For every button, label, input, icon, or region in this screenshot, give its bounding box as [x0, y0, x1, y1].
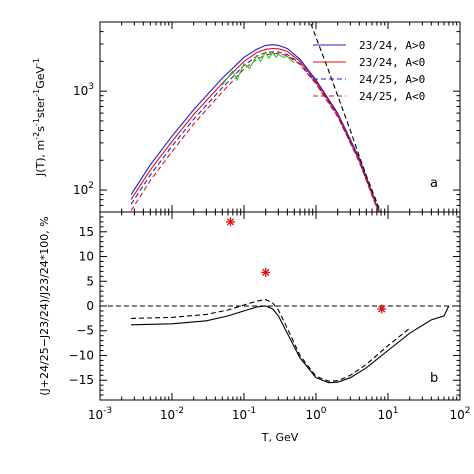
y-tick-label-exp: 3: [88, 82, 94, 92]
x-tick-label-base: 10: [449, 408, 464, 422]
x-tick-label-exp: 1: [393, 406, 399, 416]
x-tick-label: 10-3: [88, 406, 112, 422]
y-label-a-part: s: [34, 126, 47, 132]
panel-b-tag: b: [430, 371, 438, 386]
star-point-0: [226, 217, 235, 227]
y-tick-label-b: −5: [76, 324, 94, 338]
x-tick-label: 10-2: [160, 406, 184, 422]
x-tick-label-exp: -3: [103, 406, 112, 416]
y-label-a-exp: -1: [32, 89, 41, 97]
series-a-0: [130, 44, 381, 212]
y-axis-label-a: J(T), m-2s-1ster-1GeV-1: [32, 58, 47, 177]
x-tick-label: 10-1: [232, 406, 256, 422]
series-b-0: [131, 305, 450, 384]
y-tick-label-b: 5: [86, 274, 94, 288]
y-tick-label-b: 10: [79, 250, 94, 264]
x-tick-label-base: 10: [305, 408, 320, 422]
y-label-a-part: ster: [34, 96, 47, 118]
y-axis-label-b: (J+24/25−J23/24)/J23/24*100, %: [38, 216, 51, 396]
y-tick-label-b: −10: [69, 348, 94, 362]
series-a-4: [310, 23, 382, 212]
series-b-1: [131, 299, 411, 382]
y-tick-label-a: 103: [73, 82, 94, 98]
series-a-5: [221, 50, 295, 86]
legend-entry-1: 23/24, A<0: [359, 56, 425, 69]
y-tick-label-base: 10: [73, 183, 88, 197]
x-axis-label: T, GeV: [261, 431, 299, 444]
y-label-a-exp: -2: [32, 132, 41, 140]
legend-entry-3: 24/25, A<0: [359, 90, 425, 103]
y-tick-label-base: 10: [73, 84, 88, 98]
star-stroke: [262, 268, 270, 276]
x-tick-label-base: 10: [377, 408, 392, 422]
x-tick-label-base: 10: [232, 408, 247, 422]
x-tick-label-exp: -2: [175, 406, 184, 416]
star-point-2: [377, 304, 387, 314]
star-stroke: [378, 305, 386, 313]
y-tick-label-a: 102: [73, 181, 94, 197]
y-label-a-exp: -1: [32, 58, 41, 66]
x-tick-label: 102: [449, 406, 470, 422]
y-label-a-exp: -1: [32, 118, 41, 126]
x-tick-label: 100: [305, 406, 326, 422]
panel-a-tag: a: [430, 176, 438, 191]
y-tick-label-exp: 2: [88, 181, 94, 191]
x-tick-label-exp: 0: [321, 406, 327, 416]
y-tick-label-b: 0: [86, 299, 94, 313]
x-tick-label: 101: [377, 406, 398, 422]
y-tick-label-b: 15: [79, 225, 94, 239]
legend-entry-0: 23/24, A>0: [359, 39, 425, 52]
x-tick-label-exp: 2: [465, 406, 471, 416]
panel-b-curves: [100, 299, 460, 384]
star-point-1: [261, 267, 271, 277]
legend: 23/24, A>0 23/24, A<0 24/25, A>0 24/25, A<0: [313, 39, 425, 103]
series-a-3: [130, 52, 380, 212]
y-label-a-part: J(T), m: [34, 140, 47, 177]
star-stroke: [226, 218, 235, 226]
y-label-a-part: GeV: [34, 65, 47, 88]
y-tick-label-b: −15: [69, 373, 94, 387]
legend-entry-2: 24/25, A>0: [359, 73, 425, 86]
x-tick-label-exp: -1: [247, 406, 256, 416]
x-tick-label-base: 10: [88, 408, 103, 422]
panel-a-curves: [130, 23, 382, 212]
x-tick-label-base: 10: [160, 408, 175, 422]
